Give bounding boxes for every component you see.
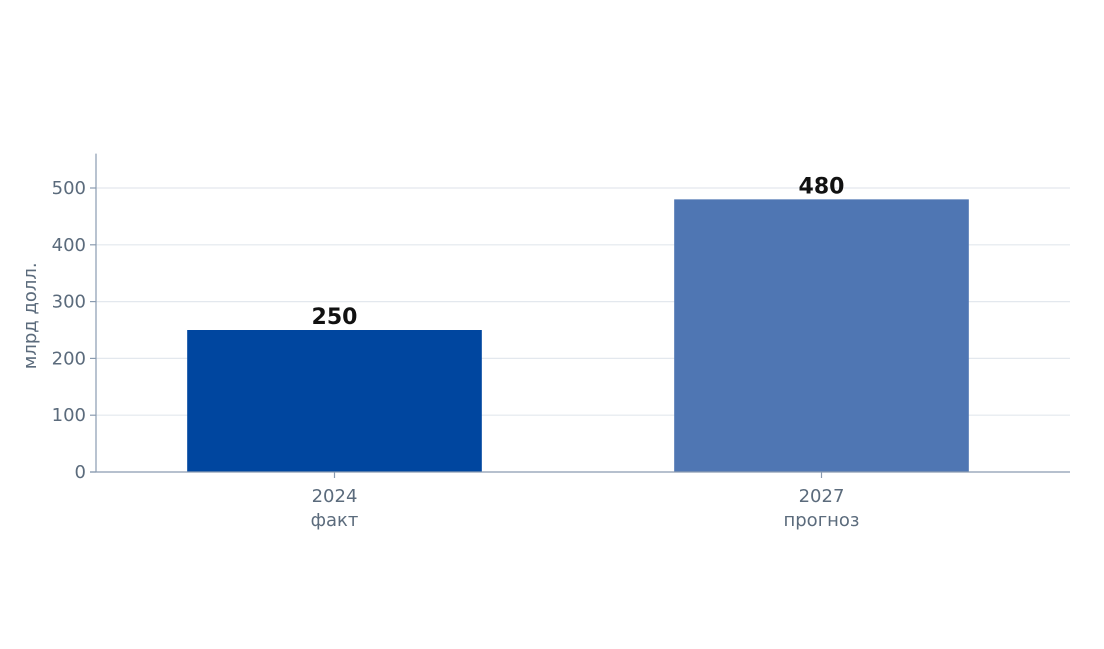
- y-tick-label: 400: [52, 235, 86, 256]
- y-tick-label: 100: [52, 405, 86, 426]
- x-category-note: прогноз: [783, 510, 859, 531]
- x-category-year: 2027: [799, 486, 845, 507]
- y-tick-label: 200: [52, 348, 86, 369]
- y-tick-label: 500: [52, 178, 86, 199]
- x-category-note: факт: [311, 510, 359, 531]
- x-category-labels: 2024 факт 2027 прогноз: [311, 472, 860, 531]
- bar: [187, 330, 482, 472]
- data-labels: 250 480: [312, 174, 845, 330]
- y-axis-title: млрд долл.: [20, 262, 41, 369]
- data-label: 250: [312, 305, 358, 330]
- y-ticks: 0 100 200 300 400 500: [52, 178, 96, 483]
- bars: [187, 199, 969, 473]
- data-label: 480: [799, 174, 845, 199]
- x-category-year: 2024: [312, 486, 358, 507]
- y-tick-label: 0: [75, 462, 86, 483]
- y-tick-label: 300: [52, 292, 86, 313]
- bar: [674, 199, 969, 473]
- axes: [90, 153, 1070, 473]
